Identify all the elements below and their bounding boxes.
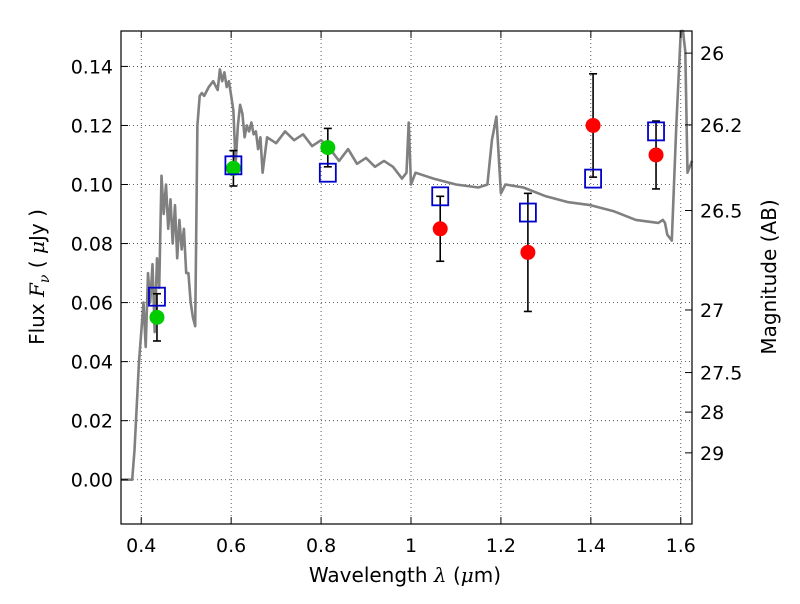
x-axis-label: Wavelength λ (μm): [309, 563, 501, 587]
green-detection-point: [320, 140, 336, 156]
y-axis-label-unit-mu: μ: [25, 241, 49, 254]
x-tick-label: 1.2: [486, 535, 516, 557]
model-flux-box: [431, 186, 450, 207]
right-tick-label: 26.2: [700, 115, 742, 137]
red-detection-point: [648, 147, 664, 163]
y-tick-label: 0.00: [71, 470, 113, 492]
right-tick-label: 27.5: [700, 363, 742, 385]
x-tick-label: 1.4: [576, 535, 606, 557]
model-flux-box: [647, 121, 665, 142]
red-detection-point: [432, 221, 448, 237]
y-axis-label-subscript: ν: [37, 274, 53, 283]
right-tick-label: 26.5: [700, 200, 742, 222]
right-axis-label: Magnitude (AB): [757, 199, 781, 354]
model-flux-boxes: [148, 121, 665, 307]
y-tick-label: 0.12: [71, 115, 113, 137]
y-axis-label-prefix: Flux: [25, 297, 49, 345]
red-detection-point: [585, 117, 601, 133]
x-axis-label-prefix: Wavelength: [309, 563, 434, 587]
y-tick-label: 0.08: [71, 234, 113, 256]
x-axis-label-unit-open: (: [447, 563, 461, 587]
right-tick-label: 27: [700, 300, 724, 322]
axis-ticks: 0.4 0.6 0.8 1 1.2 1.4 1.6 0.00 0.02 0.04 0.06 0.08 0…: [71, 31, 742, 557]
x-axis-label-unit-mu: μ: [461, 563, 474, 587]
x-tick-label: 1.6: [666, 535, 696, 557]
x-axis-label-symbol: λ: [433, 563, 447, 587]
x-tick-label: 0.8: [306, 535, 336, 557]
y-tick-label: 0.02: [71, 411, 113, 433]
model-spectrum-line: [121, 29, 694, 481]
x-tick-label: 0.4: [126, 535, 156, 557]
error-bars: [152, 73, 661, 342]
red-detection-point: [520, 244, 536, 260]
y-axis-label-unit-rest: Jy ): [25, 209, 49, 243]
grid: [121, 31, 692, 524]
y-axis-label: Flux Fν ( μJy ): [25, 209, 53, 345]
model-flux-box: [318, 162, 337, 183]
x-tick-label: 1: [405, 535, 417, 557]
y-tick-label: 0.14: [71, 56, 113, 78]
model-flux-box: [224, 155, 243, 176]
model-spectrum: [121, 29, 694, 481]
data-points: [149, 117, 664, 325]
y-tick-label: 0.10: [71, 175, 113, 197]
green-detection-point: [225, 160, 241, 176]
y-tick-label: 0.04: [71, 352, 113, 374]
plot-frame: [120, 30, 693, 525]
model-flux-box: [148, 286, 166, 307]
right-tick-label: 29: [700, 443, 724, 465]
x-axis-label-unit-rest: m): [474, 563, 501, 587]
model-flux-box: [518, 202, 537, 223]
x-tick-label: 0.6: [216, 535, 246, 557]
green-detection-point: [149, 309, 165, 325]
y-axis-label-unit-open: (: [25, 254, 49, 275]
right-tick-label: 28: [700, 402, 724, 424]
right-tick-label: 26: [700, 43, 724, 65]
model-flux-box: [584, 168, 602, 189]
y-axis-label-symbol: F: [25, 282, 49, 298]
y-tick-label: 0.06: [71, 293, 113, 315]
